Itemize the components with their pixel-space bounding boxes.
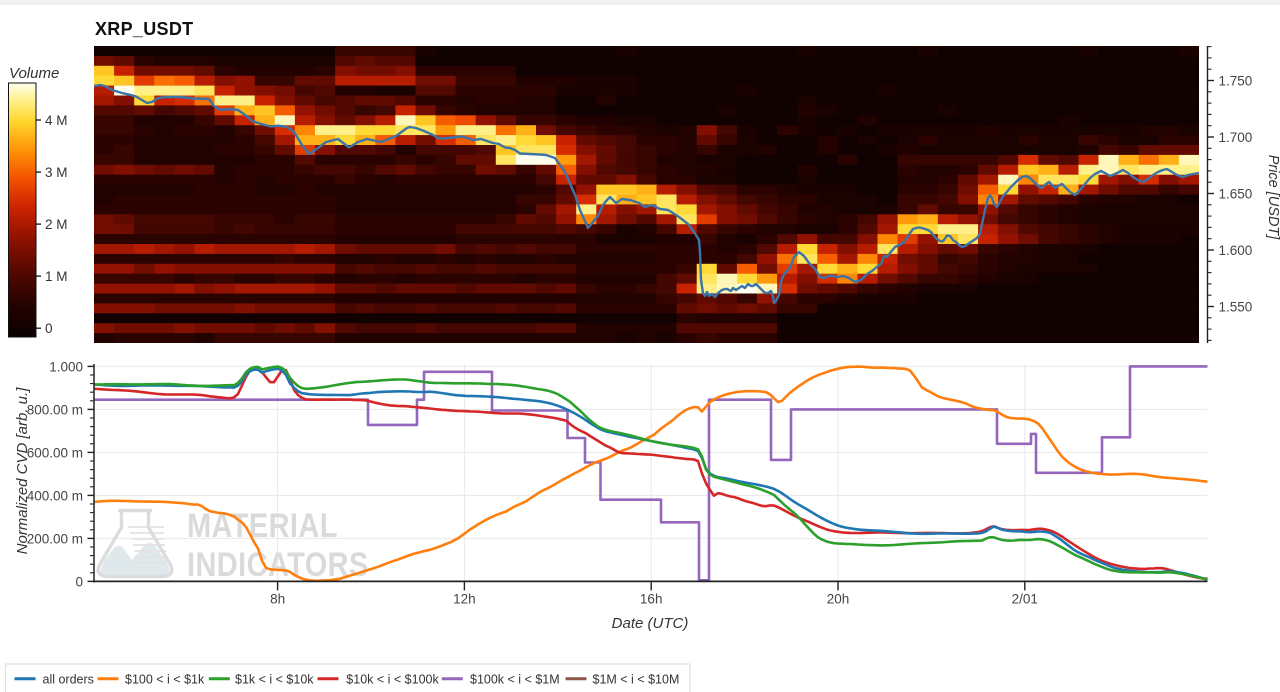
svg-text:1.700: 1.700 [1219,130,1253,145]
svg-text:1.650: 1.650 [1219,187,1253,202]
svg-text:4 M: 4 M [45,113,68,128]
svg-text:400.00 m: 400.00 m [27,488,83,503]
svg-text:0: 0 [75,574,83,589]
svg-text:1.750: 1.750 [1219,74,1253,89]
svg-text:$100k < i < $1M: $100k < i < $1M [470,673,560,687]
svg-text:0: 0 [45,321,53,336]
svg-text:8h: 8h [270,592,285,607]
svg-text:200.00 m: 200.00 m [27,531,83,546]
svg-text:Volume: Volume [9,65,59,82]
svg-text:INDICATORS: INDICATORS [187,545,369,584]
svg-text:1.000: 1.000 [49,359,83,374]
svg-text:20h: 20h [827,592,850,607]
svg-text:2/01: 2/01 [1012,592,1038,607]
svg-text:600.00 m: 600.00 m [27,445,83,460]
svg-text:Normalized CVD [arb. u.]: Normalized CVD [arb. u.] [14,387,31,555]
svg-text:800.00 m: 800.00 m [27,402,83,417]
svg-text:12h: 12h [453,592,476,607]
svg-text:$1k < i < $10k: $1k < i < $10k [235,673,314,687]
svg-text:Price [USDT]: Price [USDT] [1265,155,1280,241]
svg-text:16h: 16h [640,592,663,607]
svg-text:Date (UTC): Date (UTC) [612,615,689,632]
svg-text:3 M: 3 M [45,165,68,180]
svg-text:$10k < i < $100k: $10k < i < $100k [346,673,439,687]
svg-text:1.600: 1.600 [1219,243,1253,258]
svg-text:XRP_USDT: XRP_USDT [95,19,193,39]
svg-text:1 M: 1 M [45,269,68,284]
svg-text:$100 < i < $1k: $100 < i < $1k [125,673,205,687]
svg-text:2 M: 2 M [45,217,68,232]
svg-text:1.550: 1.550 [1219,300,1253,315]
svg-text:$1M < i < $10M: $1M < i < $10M [593,673,680,687]
svg-text:all orders: all orders [43,673,94,687]
